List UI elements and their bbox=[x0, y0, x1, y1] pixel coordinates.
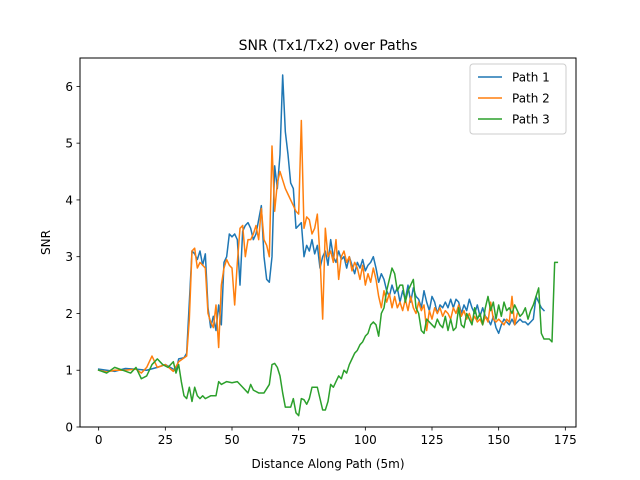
x-tick-label: 0 bbox=[95, 433, 103, 447]
legend-label-3: Path 3 bbox=[512, 113, 550, 127]
x-tick-label: 150 bbox=[487, 433, 510, 447]
x-tick-label: 125 bbox=[421, 433, 444, 447]
x-tick-label: 75 bbox=[291, 433, 306, 447]
y-tick-label: 3 bbox=[65, 250, 73, 264]
x-tick-label: 175 bbox=[554, 433, 577, 447]
series-layer bbox=[97, 74, 559, 417]
y-tick-label: 0 bbox=[65, 421, 73, 435]
y-tick-label: 4 bbox=[65, 193, 73, 207]
y-tick-label: 6 bbox=[65, 80, 73, 94]
axes-border bbox=[79, 57, 577, 428]
legend-label-2: Path 2 bbox=[512, 92, 550, 106]
series-line-path-2 bbox=[97, 119, 519, 374]
legend: Path 1 Path 2 Path 3 bbox=[469, 63, 567, 135]
legend-label-1: Path 1 bbox=[512, 71, 550, 85]
chart-title: SNR (Tx1/Tx2) over Paths bbox=[239, 38, 418, 54]
y-tick-label: 1 bbox=[65, 364, 73, 378]
x-axis-label: Distance Along Path (5m) bbox=[251, 457, 404, 471]
x-tick-label: 100 bbox=[354, 433, 377, 447]
x-tick-label: 50 bbox=[224, 433, 239, 447]
series-line-path-3 bbox=[97, 261, 559, 417]
x-tick-label: 25 bbox=[158, 433, 173, 447]
y-tick-label: 5 bbox=[65, 137, 73, 151]
y-axis-label: SNR bbox=[39, 230, 53, 255]
x-axis: 0 25 50 75 100 125 150 175 bbox=[95, 427, 577, 447]
legend-box bbox=[469, 63, 567, 135]
y-axis: 0 1 2 3 4 5 6 bbox=[65, 80, 80, 435]
axes-frame bbox=[79, 57, 577, 428]
y-tick-label: 2 bbox=[65, 307, 73, 321]
